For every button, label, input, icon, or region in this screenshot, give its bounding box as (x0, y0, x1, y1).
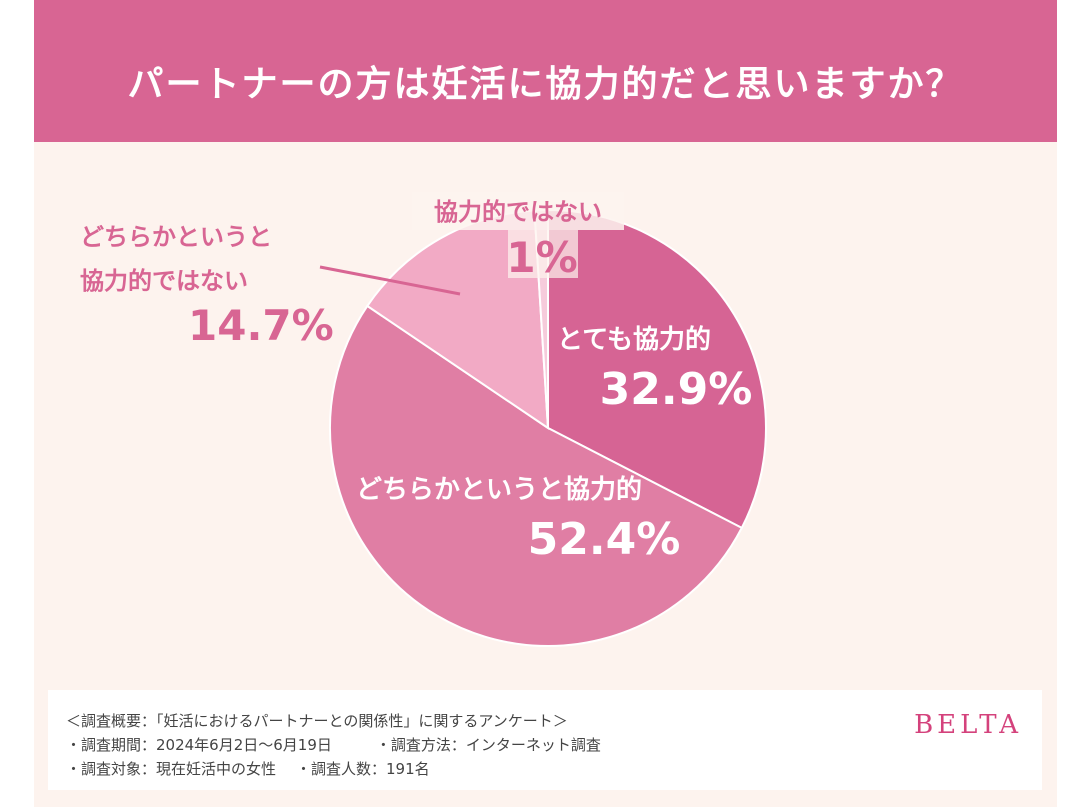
leader-line (319, 265, 461, 296)
label-box-1pct (508, 230, 578, 278)
label-box-not-cooperative (412, 192, 624, 230)
slice-value-somewhat-cooperative: 52.4% (528, 514, 681, 565)
survey-footer: ＜調査概要：「妊活におけるパートナーとの関係性」に関するアンケート＞ ・調査期間… (48, 690, 1042, 790)
pie-chart: とても協力的 32.9% どちらかというと協力的 52.4% どちらかというと … (80, 192, 767, 647)
slice-label-somewhat-cooperative: どちらかというと協力的 (356, 474, 642, 505)
survey-target: ・調査対象：現在妊活中の女性 (66, 760, 277, 778)
slice-value-not-cooperative: 1% (506, 233, 577, 282)
slice-value-very-cooperative: 32.9% (600, 364, 753, 415)
survey-period-method: ・調査期間：2024年6月2日〜6月19日 ・調査方法：インターネット調査 (66, 734, 601, 755)
survey-period: ・調査期間：2024年6月2日〜6月19日 (66, 736, 332, 754)
header-banner: パートナーの方は妊活に協力的だと思いますか？ (34, 0, 1057, 142)
survey-count: ・調査人数：191名 (296, 760, 430, 778)
brand-logo: BELTA (914, 710, 1022, 740)
slice-value-somewhat-not: 14.7% (188, 301, 334, 350)
slice-label-very-cooperative: とても協力的 (557, 324, 711, 355)
slice-label-not-cooperative: 協力的ではない (434, 198, 602, 226)
survey-target-count: ・調査対象：現在妊活中の女性 ・調査人数：191名 (66, 758, 430, 779)
slice-label-somewhat-not-line1: どちらかというと (80, 223, 272, 251)
survey-method: ・調査方法：インターネット調査 (375, 736, 601, 754)
pie-slice-somewhat-cooperative (329, 304, 744, 647)
survey-overview: ＜調査概要：「妊活におけるパートナーとの関係性」に関するアンケート＞ (66, 712, 568, 730)
slice-label-somewhat-not-line2: 協力的ではない (80, 267, 248, 295)
page-title: パートナーの方は妊活に協力的だと思いますか？ (127, 64, 964, 105)
infographic: パートナーの方は妊活に協力的だと思いますか？ とても協力的 32.9% どちらか… (34, 0, 1057, 807)
